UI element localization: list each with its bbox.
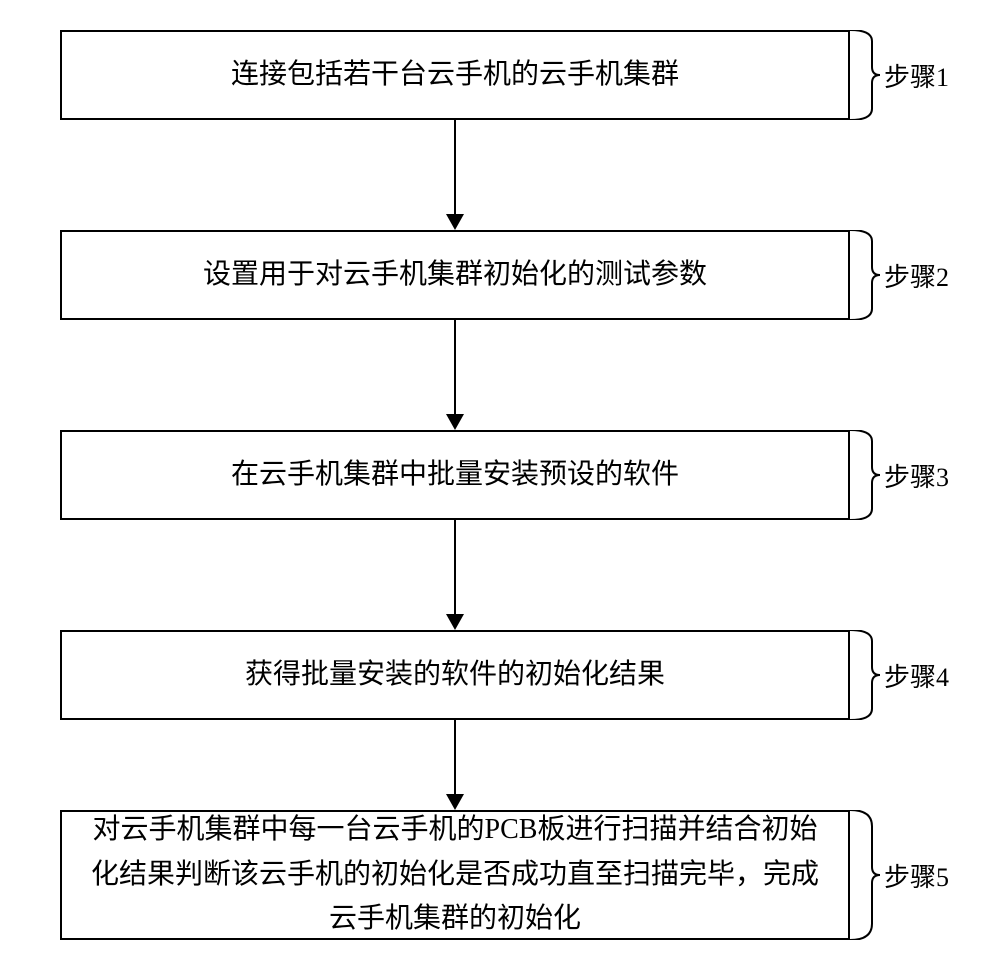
step-label-4: 步骤4 <box>884 657 949 694</box>
arrow-down-icon <box>444 520 466 630</box>
arrow-down-icon <box>444 720 466 810</box>
step-label-3: 步骤3 <box>884 457 949 494</box>
flow-step-3: 在云手机集群中批量安装预设的软件 <box>60 430 850 520</box>
bracket-icon <box>850 30 882 120</box>
bracket-icon <box>850 630 882 720</box>
arrow-down-icon <box>444 120 466 230</box>
flow-step-text: 在云手机集群中批量安装预设的软件 <box>231 453 679 498</box>
flow-step-text: 对云手机集群中每一台云手机的PCB板进行扫描并结合初始化结果判断该云手机的初始化… <box>82 808 828 942</box>
flow-step-text: 连接包括若干台云手机的云手机集群 <box>231 53 679 98</box>
flow-step-4: 获得批量安装的软件的初始化结果 <box>60 630 850 720</box>
bracket-icon <box>850 230 882 320</box>
flow-step-1: 连接包括若干台云手机的云手机集群 <box>60 30 850 120</box>
step-label-1: 步骤1 <box>884 57 949 94</box>
step-label-5: 步骤5 <box>884 857 949 894</box>
step-label-2: 步骤2 <box>884 257 949 294</box>
flow-step-text: 设置用于对云手机集群初始化的测试参数 <box>203 253 707 298</box>
flow-step-2: 设置用于对云手机集群初始化的测试参数 <box>60 230 850 320</box>
arrow-down-icon <box>444 320 466 430</box>
bracket-icon <box>850 810 882 940</box>
bracket-icon <box>850 430 882 520</box>
flow-step-5: 对云手机集群中每一台云手机的PCB板进行扫描并结合初始化结果判断该云手机的初始化… <box>60 810 850 940</box>
flow-step-text: 获得批量安装的软件的初始化结果 <box>245 653 665 698</box>
